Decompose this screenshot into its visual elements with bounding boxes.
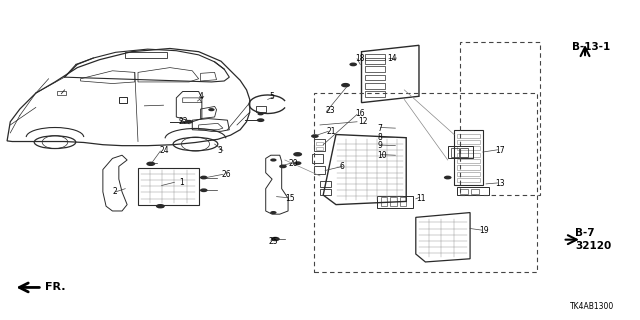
Text: B-7: B-7 bbox=[575, 228, 595, 238]
Bar bbox=[314, 93, 537, 271]
Text: 20: 20 bbox=[288, 159, 298, 168]
Text: 6: 6 bbox=[339, 162, 344, 171]
Bar bbox=[451, 148, 459, 157]
Text: 21: 21 bbox=[326, 127, 336, 136]
Text: 11: 11 bbox=[416, 194, 426, 203]
Text: 25: 25 bbox=[269, 237, 278, 246]
Circle shape bbox=[294, 161, 301, 165]
Bar bbox=[471, 189, 479, 194]
Bar bbox=[314, 166, 325, 174]
Bar bbox=[458, 159, 479, 163]
Circle shape bbox=[200, 188, 207, 192]
Bar bbox=[314, 139, 325, 151]
Circle shape bbox=[257, 118, 264, 122]
Text: 10: 10 bbox=[378, 151, 387, 160]
Circle shape bbox=[200, 176, 207, 180]
Text: 19: 19 bbox=[479, 226, 489, 235]
Bar bbox=[57, 92, 67, 95]
Text: 4: 4 bbox=[198, 92, 204, 101]
Circle shape bbox=[311, 134, 319, 138]
Text: 22: 22 bbox=[178, 117, 188, 126]
Bar bbox=[381, 197, 387, 206]
Bar bbox=[390, 197, 397, 206]
Circle shape bbox=[156, 204, 165, 208]
Circle shape bbox=[270, 158, 276, 162]
Circle shape bbox=[147, 162, 156, 166]
Circle shape bbox=[271, 237, 280, 241]
Bar bbox=[458, 187, 489, 195]
Text: 13: 13 bbox=[495, 180, 505, 188]
Text: 7: 7 bbox=[378, 124, 382, 132]
Text: 9: 9 bbox=[378, 141, 382, 150]
Bar bbox=[454, 130, 483, 186]
Bar bbox=[400, 197, 406, 206]
Text: 15: 15 bbox=[285, 194, 294, 203]
Text: 12: 12 bbox=[358, 117, 368, 126]
Text: 3: 3 bbox=[218, 146, 223, 155]
Circle shape bbox=[208, 108, 214, 111]
Bar bbox=[320, 181, 332, 187]
Bar bbox=[458, 165, 479, 170]
Text: 24: 24 bbox=[159, 146, 169, 155]
Bar bbox=[378, 196, 413, 208]
Bar bbox=[365, 66, 385, 72]
Bar bbox=[365, 83, 385, 89]
Bar bbox=[458, 172, 479, 176]
Text: TK4AB1300: TK4AB1300 bbox=[570, 302, 614, 311]
Text: 14: 14 bbox=[387, 53, 397, 62]
Bar bbox=[125, 52, 167, 58]
Bar bbox=[365, 75, 385, 80]
Bar bbox=[119, 97, 127, 103]
Bar bbox=[461, 189, 468, 194]
Circle shape bbox=[279, 164, 287, 168]
Bar bbox=[458, 178, 479, 182]
Bar bbox=[312, 154, 323, 163]
Bar bbox=[365, 58, 385, 64]
Text: 18: 18 bbox=[355, 53, 365, 62]
Circle shape bbox=[293, 152, 302, 156]
Circle shape bbox=[270, 211, 276, 214]
Circle shape bbox=[185, 120, 193, 124]
Circle shape bbox=[257, 112, 264, 116]
Text: 1: 1 bbox=[179, 178, 184, 187]
Bar bbox=[365, 54, 385, 60]
Bar bbox=[461, 42, 540, 195]
Text: 23: 23 bbox=[325, 106, 335, 115]
Text: 16: 16 bbox=[355, 109, 365, 118]
Bar bbox=[316, 141, 323, 145]
Text: FR.: FR. bbox=[45, 283, 66, 292]
Circle shape bbox=[349, 62, 357, 66]
Text: 5: 5 bbox=[269, 92, 274, 101]
Bar bbox=[448, 146, 473, 158]
Bar bbox=[138, 168, 198, 204]
Bar bbox=[461, 148, 468, 157]
Bar bbox=[458, 146, 479, 150]
Circle shape bbox=[341, 83, 350, 87]
Bar bbox=[458, 153, 479, 157]
Text: 26: 26 bbox=[221, 170, 230, 179]
Text: 32120: 32120 bbox=[575, 241, 612, 251]
Bar bbox=[458, 140, 479, 144]
Text: B-13-1: B-13-1 bbox=[572, 42, 611, 52]
Bar bbox=[320, 189, 332, 195]
Text: 8: 8 bbox=[378, 133, 382, 142]
Bar bbox=[458, 133, 479, 138]
Bar bbox=[316, 147, 323, 150]
Text: 2: 2 bbox=[113, 188, 117, 196]
Circle shape bbox=[444, 176, 452, 180]
Bar bbox=[365, 91, 385, 97]
Text: 17: 17 bbox=[495, 146, 505, 155]
